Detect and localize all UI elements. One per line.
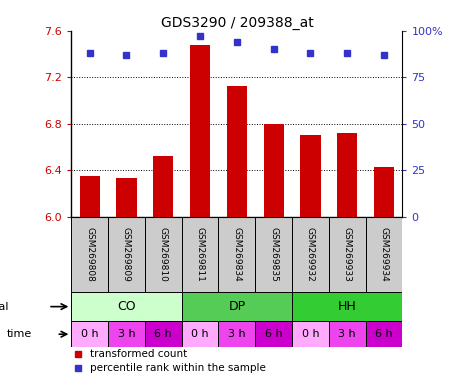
Bar: [255, 321, 291, 347]
Text: GSM269933: GSM269933: [342, 227, 351, 282]
Bar: [145, 217, 181, 292]
Bar: [71, 292, 181, 321]
Bar: [300, 135, 320, 217]
Text: transformed count: transformed count: [90, 349, 186, 359]
Bar: [116, 178, 136, 217]
Bar: [263, 124, 283, 217]
Text: GSM269934: GSM269934: [379, 227, 388, 282]
Text: 6 h: 6 h: [264, 329, 282, 339]
Bar: [255, 217, 291, 292]
Text: CO: CO: [117, 300, 135, 313]
Text: 0 h: 0 h: [191, 329, 208, 339]
Bar: [291, 217, 328, 292]
Bar: [328, 321, 365, 347]
Bar: [153, 156, 173, 217]
Bar: [71, 217, 108, 292]
Text: 6 h: 6 h: [154, 329, 172, 339]
Bar: [190, 45, 210, 217]
Text: GSM269811: GSM269811: [195, 227, 204, 282]
Bar: [181, 292, 291, 321]
Text: 0 h: 0 h: [81, 329, 98, 339]
Bar: [291, 321, 328, 347]
Bar: [328, 217, 365, 292]
Bar: [226, 86, 246, 217]
Bar: [108, 217, 145, 292]
Text: HH: HH: [337, 300, 356, 313]
Text: 6 h: 6 h: [375, 329, 392, 339]
Bar: [79, 176, 100, 217]
Text: GSM269932: GSM269932: [305, 227, 314, 282]
Bar: [373, 167, 393, 217]
Bar: [365, 217, 402, 292]
Text: DP: DP: [228, 300, 245, 313]
Bar: [71, 321, 108, 347]
Bar: [365, 321, 402, 347]
Text: 3 h: 3 h: [228, 329, 245, 339]
Text: GSM269808: GSM269808: [85, 227, 94, 282]
Text: GSM269810: GSM269810: [158, 227, 168, 282]
Text: 0 h: 0 h: [301, 329, 319, 339]
Text: individual: individual: [0, 301, 8, 312]
Text: percentile rank within the sample: percentile rank within the sample: [90, 363, 265, 373]
Bar: [218, 217, 255, 292]
Bar: [108, 321, 145, 347]
Text: GSM269835: GSM269835: [269, 227, 278, 282]
Text: GSM269834: GSM269834: [232, 227, 241, 282]
Bar: [181, 217, 218, 292]
Bar: [291, 292, 402, 321]
Bar: [218, 321, 255, 347]
Bar: [145, 321, 181, 347]
Text: time: time: [6, 329, 32, 339]
Text: 3 h: 3 h: [118, 329, 135, 339]
Bar: [336, 133, 357, 217]
Text: 3 h: 3 h: [338, 329, 355, 339]
Title: GDS3290 / 209388_at: GDS3290 / 209388_at: [160, 16, 313, 30]
Bar: [181, 321, 218, 347]
Text: GSM269809: GSM269809: [122, 227, 131, 282]
